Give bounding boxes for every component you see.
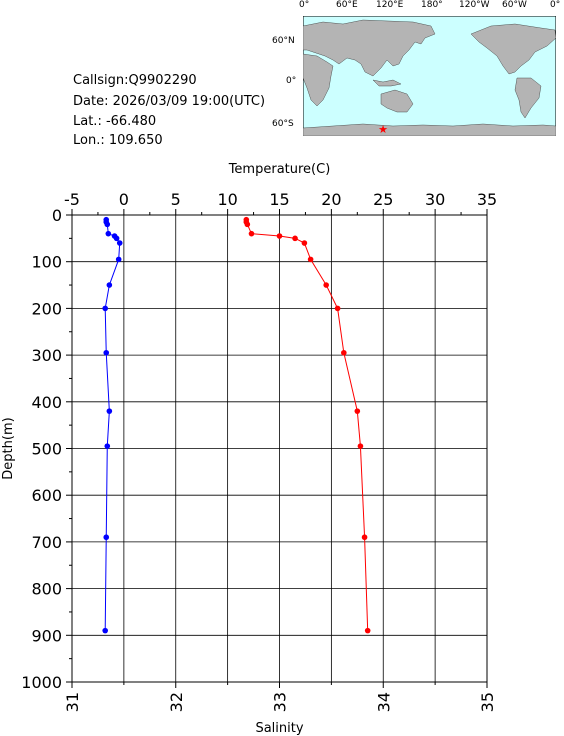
salinity-point [276, 233, 283, 239]
map-label-60w: 60°W [502, 0, 527, 10]
salinity-point [334, 305, 341, 312]
map-label-60n: 60°N [272, 36, 295, 46]
depth-tick-label: 500 [31, 440, 62, 459]
salinity-point [248, 230, 255, 237]
temperature-point [102, 305, 108, 312]
temperature-axis-label: Temperature(C) [228, 162, 331, 177]
callsign-text: Callsign:Q9902290 [73, 73, 197, 88]
temperature-point [103, 534, 110, 541]
latitude-text: Lat.: -66.480 [73, 114, 157, 129]
temperature-point [113, 235, 120, 242]
temperature-tick-label: 10 [217, 190, 237, 209]
salinity-tick-label: 32 [167, 692, 186, 712]
temperature-point [116, 240, 123, 246]
map-top-labels: 0° 60°E 120°E 180° 120°W 60°W 0° [0, 0, 564, 12]
temperature-point [102, 627, 108, 634]
map-land-south-america [514, 77, 542, 119]
temperature-tick-label: -5 [64, 190, 80, 209]
salinity-point [357, 443, 364, 449]
temperature-point [106, 282, 113, 288]
station-star-icon: ★ [378, 123, 388, 136]
temperature-tick-label: 15 [269, 190, 289, 209]
map-land-africa [303, 53, 334, 107]
salinity-point [361, 534, 368, 541]
temperature-point [115, 256, 122, 263]
map-land-antarctica [303, 123, 556, 136]
temperature-profile-line [104, 219, 121, 631]
depth-tick-label: 900 [31, 626, 62, 645]
depth-axis-label: Depth(m) [1, 417, 16, 479]
temperature-tick-label: 0 [119, 190, 129, 209]
salinity-point [364, 627, 371, 634]
temperature-tick-label: 20 [321, 190, 341, 209]
salinity-point [292, 235, 298, 242]
temperature-point [103, 349, 110, 356]
temperature-point [106, 408, 113, 414]
depth-tick-label: 700 [31, 533, 62, 552]
map-label-60e: 60°E [336, 0, 358, 10]
depth-tick-label: 600 [31, 486, 62, 505]
temperature-tick-label: 25 [373, 190, 393, 209]
salinity-tick-label: 33 [271, 692, 290, 712]
temperature-point [104, 221, 111, 228]
depth-tick-label: 100 [31, 253, 62, 272]
temperature-tick-label: 35 [477, 190, 497, 209]
map-label-0-right: 0° [550, 0, 561, 10]
world-map: ★ [303, 16, 556, 136]
depth-tick-label: 400 [31, 393, 62, 412]
map-land-australia [380, 89, 414, 113]
map-land-indonesia [372, 79, 402, 87]
salinity-profile-line [245, 219, 369, 631]
temperature-tick-label: 5 [171, 190, 181, 209]
salinity-point [323, 282, 329, 288]
temperature-tick-label: 30 [425, 190, 445, 209]
depth-tick-label: 200 [31, 299, 62, 318]
map-land-eurasia [303, 19, 436, 77]
salinity-tick-label: 34 [374, 692, 393, 712]
temperature-point [105, 230, 112, 237]
map-label-60s: 60°S [272, 119, 294, 129]
temperature-point [104, 443, 111, 449]
salinity-point [341, 349, 347, 356]
depth-tick-label: 0 [52, 206, 62, 225]
map-label-120e: 120°E [376, 0, 404, 10]
longitude-text: Lon.: 109.650 [73, 133, 163, 148]
salinity-point [244, 221, 251, 228]
date-text: Date: 2026/03/09 19:00(UTC) [73, 94, 266, 109]
map-label-180: 180° [421, 0, 443, 10]
depth-tick-label: 1000 [21, 673, 62, 692]
salinity-tick-label: 31 [63, 692, 82, 712]
map-label-eq: 0° [286, 76, 297, 86]
salinity-tick-label: 35 [478, 692, 497, 712]
depth-tick-label: 800 [31, 580, 62, 599]
salinity-point [307, 256, 314, 263]
salinity-axis-label: Salinity [255, 721, 303, 736]
salinity-point [301, 240, 308, 246]
map-label-0: 0° [299, 0, 310, 10]
salinity-point [354, 408, 361, 414]
map-label-120w: 120°W [459, 0, 490, 10]
depth-tick-label: 300 [31, 346, 62, 365]
map-land-north-america [470, 23, 556, 75]
